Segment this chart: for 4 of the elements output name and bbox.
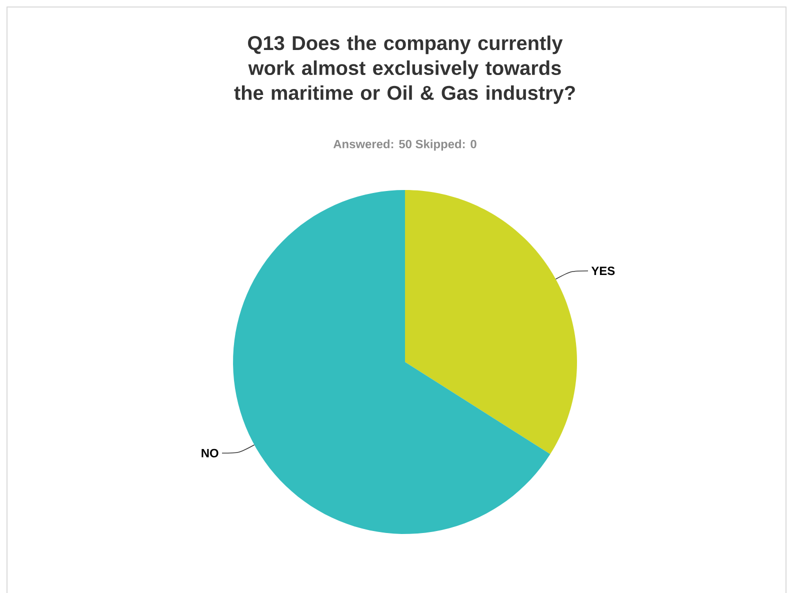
slice-label: NO <box>202 448 218 458</box>
chart-subtitle: Answered: 50 Skipped: 0 <box>333 139 476 150</box>
chart-title: Q13 Does the company currently work almost exclusively towards the maritime or Oil & Gas industry? <box>234 35 575 104</box>
slice-label: YES <box>591 266 615 275</box>
